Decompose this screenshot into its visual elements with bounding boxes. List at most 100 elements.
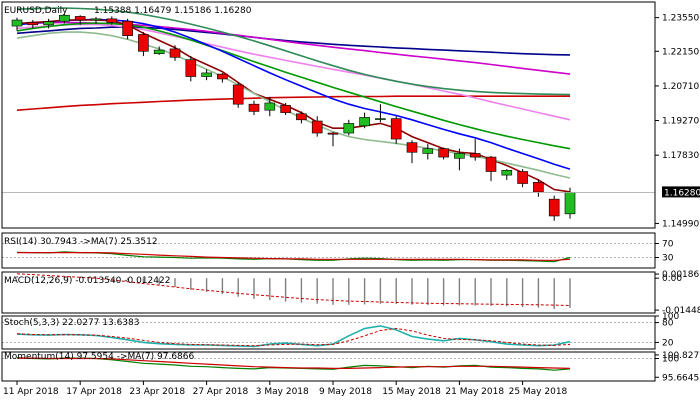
candle-body — [106, 18, 118, 23]
momentum-title: Momentum(14) 97.5954 ->MA(7) 97.6866 — [4, 352, 195, 362]
last-price-box — [662, 186, 700, 198]
momentum-y-tick-label: 100 — [662, 354, 679, 364]
candle-body — [517, 171, 528, 184]
x-tick-label: 9 May 2018 — [319, 387, 372, 397]
candles — [11, 14, 576, 221]
candle-body — [138, 34, 149, 52]
candle-body — [280, 105, 291, 113]
price-y-tick-label: 1.20710 — [662, 82, 699, 92]
x-tick-label: 17 Apr 2018 — [66, 387, 122, 397]
price-y-tick-label: 1.19270 — [662, 117, 699, 127]
price-pane: EURUSD,Daily 1.15388 1.16479 1.15186 1.1… — [2, 6, 700, 229]
momentum-y-tick-label: 95.6645 — [662, 373, 699, 383]
price-y-axis: 1.23550 1.22150 1.20710 1.19270 1.17830 1.149… — [2, 14, 699, 229]
rsi-series-1 — [17, 252, 571, 261]
candle-body — [422, 148, 434, 154]
candle-body — [296, 113, 307, 121]
rsi-lines — [2, 243, 655, 263]
pane-frame — [1, 351, 656, 382]
x-tick-label: 3 May 2018 — [256, 387, 309, 397]
candle-body — [185, 59, 197, 77]
price-title: EURUSD,Daily — [4, 6, 68, 16]
candle-body — [343, 123, 355, 134]
stochastic-y-tick-label: 100 — [662, 312, 679, 322]
pane-frames — [1, 1, 656, 382]
stochastic-d-line — [16, 327, 571, 347]
candle-body — [564, 192, 576, 215]
pane-frame — [1, 315, 656, 350]
price-y-tick-label: 1.22150 — [662, 47, 699, 57]
ma-line-1 — [16, 95, 570, 111]
candle-body — [375, 118, 386, 120]
price-y-tick-label: 1.17830 — [662, 151, 699, 161]
macd-title: MACD(12,26,9) -0.013540 -0.012422 — [4, 276, 170, 286]
last-price-label: 1.16280 — [662, 186, 700, 198]
candle-body — [548, 198, 560, 217]
candle-body — [390, 118, 402, 140]
price-y-tick-label: 1.14990 — [662, 219, 699, 229]
x-tick-label: 27 Apr 2018 — [193, 387, 249, 397]
x-tick-label: 11 Apr 2018 — [3, 387, 59, 397]
ma-line-8 — [16, 7, 571, 96]
candle-body — [406, 142, 418, 153]
candle-body — [90, 18, 102, 21]
ma-line-4 — [16, 22, 571, 150]
candle-body — [248, 103, 260, 112]
macd-signal-line — [16, 273, 571, 306]
candle-body — [232, 84, 244, 105]
candle-body — [438, 148, 449, 158]
x-tick-label: 25 May 2018 — [509, 387, 568, 397]
stochastic-y-tick-label: 80 — [662, 319, 674, 329]
candle-body — [74, 16, 86, 21]
candle-body — [43, 21, 54, 26]
momentum-y-tick-label: 100.8272 — [662, 351, 700, 361]
candle-body — [454, 153, 465, 159]
x-tick-label: 21 May 2018 — [445, 387, 504, 397]
momentum-series-1 — [17, 357, 571, 369]
candle-body — [359, 117, 370, 127]
candle-body — [153, 49, 165, 54]
stochastic-title: Stoch(5,3,3) 22.0277 13.6383 — [4, 318, 139, 328]
macd-pane: MACD(12,26,9) -0.013540 -0.012422 0.000.… — [4, 270, 700, 316]
ma-line-0 — [16, 26, 571, 56]
candle-body — [501, 169, 513, 176]
macd-y-axis: 0.000.001865 -0.014485 — [655, 270, 700, 316]
last-price-value: 1.16280 — [664, 188, 700, 198]
price-y-tick-label: 1.23550 — [662, 14, 699, 24]
candle-body — [201, 72, 212, 77]
ma-line-3 — [16, 23, 571, 121]
candle-body — [533, 182, 544, 193]
candle-body — [122, 20, 133, 36]
momentum-lines — [2, 357, 655, 371]
candle-body — [11, 19, 23, 27]
rsi-y-tick-label: 70 — [662, 240, 674, 250]
pane-frame — [1, 271, 656, 314]
candle-body — [59, 14, 70, 22]
date-x-axis: 11 Apr 2018 17 Apr 2018 23 Apr 2018 27 Apr … — [3, 381, 568, 397]
x-tick-label: 23 Apr 2018 — [129, 387, 185, 397]
stochastic-y-tick-label: 20 — [662, 338, 674, 348]
rsi-title: RSI(14) 30.7943 ->MA(7) 25.3512 — [4, 237, 158, 247]
candle-body — [169, 48, 181, 58]
candle-body — [27, 22, 39, 26]
macd-histogram — [16, 275, 571, 310]
candle-body — [469, 153, 481, 158]
macd-y-tick-label: 0.001865 — [662, 270, 700, 280]
x-tick-label: 15 May 2018 — [382, 387, 441, 397]
candle-body — [217, 73, 228, 80]
macd-signal-line — [16, 273, 571, 306]
candle-body — [311, 120, 323, 134]
macd-y-tick-label: 0.00 — [662, 274, 682, 284]
stochastic-lines — [2, 322, 655, 348]
ohlc-header: 1.15388 1.16479 1.15186 1.16280 — [94, 6, 252, 16]
pane-frame — [1, 1, 656, 229]
rsi-y-tick-label: 30 — [662, 254, 674, 264]
candle-body — [485, 156, 497, 172]
